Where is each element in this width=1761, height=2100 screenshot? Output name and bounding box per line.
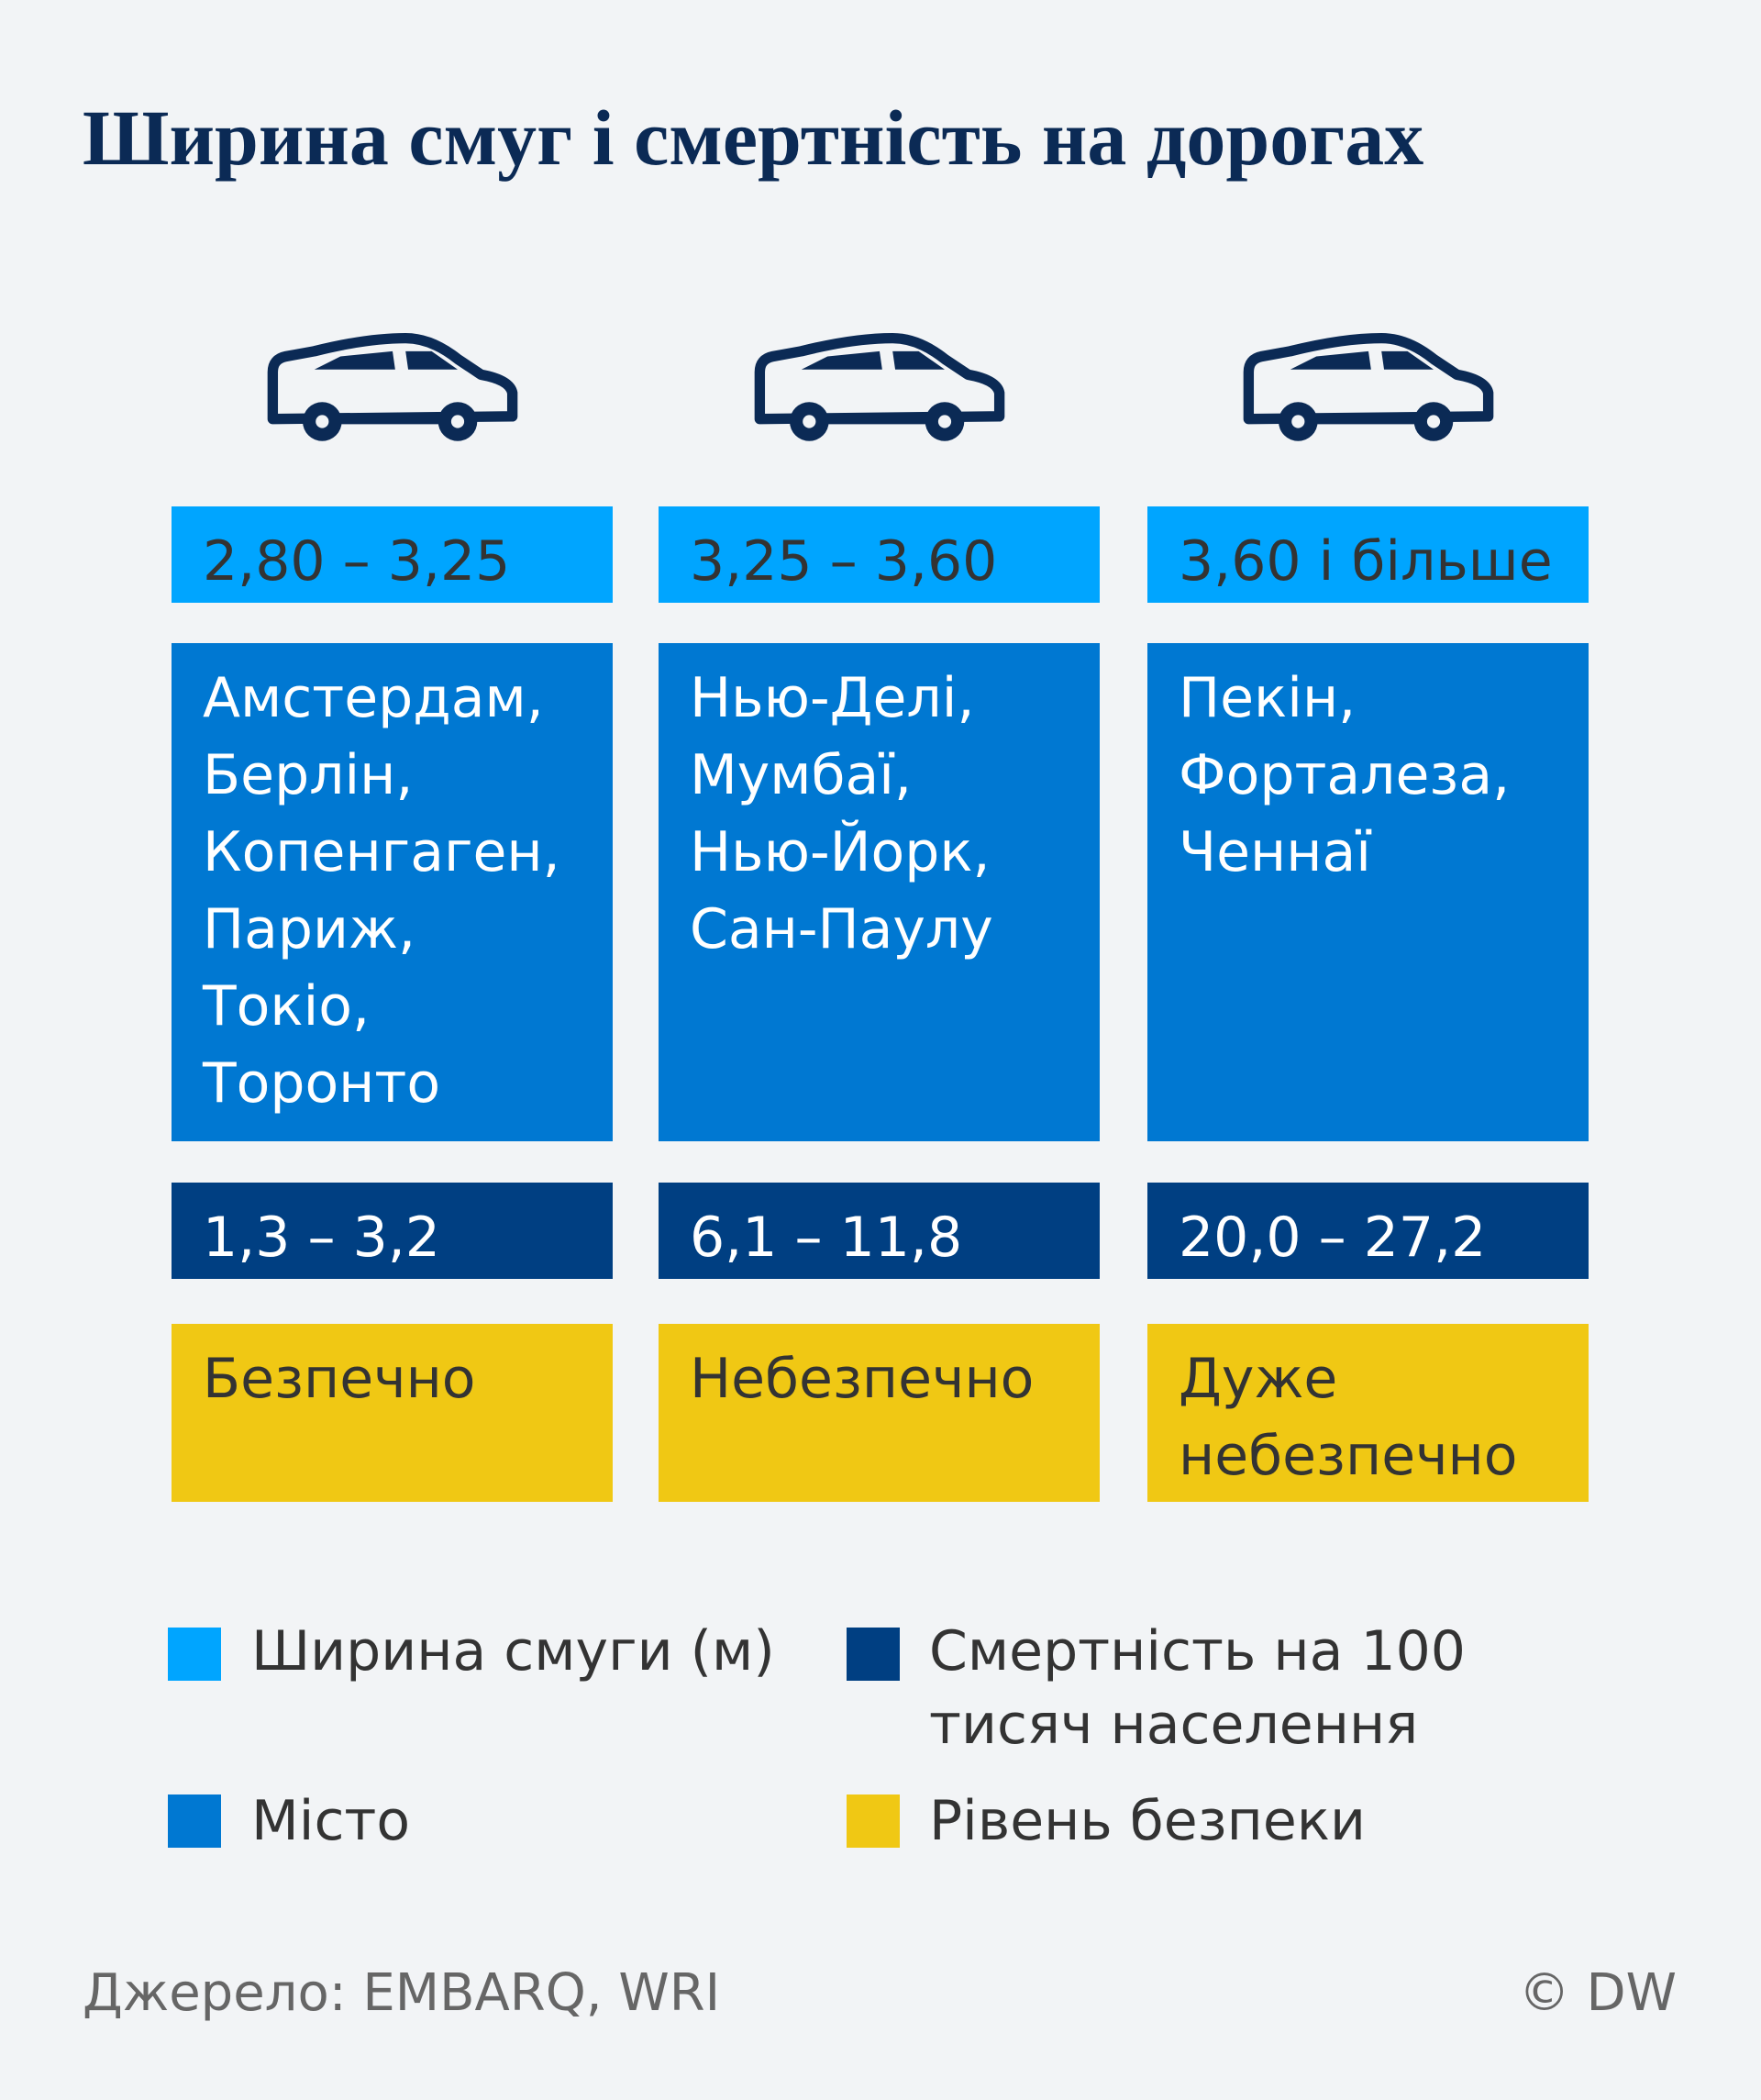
source: Джерело: EMBARQ, WRI <box>83 1963 721 2023</box>
safety-box: Дуже небезпечно <box>1147 1324 1589 1502</box>
city: Берлін, <box>203 743 414 807</box>
city: Сан-Паулу <box>690 897 993 961</box>
mortality-box: 6,1 – 11,8 <box>659 1183 1100 1279</box>
city: Амстердам, <box>203 666 544 730</box>
title: Ширина смуг і смертність на дорогах <box>83 94 1424 182</box>
city: Торонто <box>203 1051 441 1116</box>
city: Нью-Делі, <box>690 666 975 730</box>
mortality-box: 20,0 – 27,2 <box>1147 1183 1589 1279</box>
legend-label: Місто <box>251 1789 411 1853</box>
legend-swatch <box>168 1628 221 1681</box>
city-box: Пекін, Форталеза, Ченнаї <box>1147 643 1589 1141</box>
copyright: © DW <box>1518 1963 1677 2023</box>
lane-width-box: 2,80 – 3,25 <box>172 506 613 603</box>
city: Токіо, <box>203 974 371 1039</box>
lane-width-box: 3,60 і більше <box>1147 506 1589 603</box>
city: Копенгаген, <box>203 820 560 884</box>
legend-swatch <box>847 1628 900 1681</box>
car-icon <box>749 330 1010 448</box>
city: Мумбаї, <box>690 743 913 807</box>
city-box: Амстердам, Берлін, Копенгаген, Париж, Токіо,… <box>172 643 613 1141</box>
city-box: Нью-Делі, Мумбаї, Нью-Йорк, Сан-Паулу <box>659 643 1100 1141</box>
legend-swatch <box>847 1794 900 1848</box>
safety-box: Небезпечно <box>659 1324 1100 1502</box>
mortality-box: 1,3 – 3,2 <box>172 1183 613 1279</box>
city: Нью-Йорк, <box>690 820 991 884</box>
safety-box: Безпечно <box>172 1324 613 1502</box>
legend-swatch <box>168 1794 221 1848</box>
car-icon <box>262 330 523 448</box>
legend-label: Рівень безпеки <box>929 1789 1366 1853</box>
city: Пекін, <box>1179 666 1357 730</box>
city: Ченнаї <box>1179 820 1371 884</box>
lane-width-box: 3,25 – 3,60 <box>659 506 1100 603</box>
city: Париж, <box>203 897 416 961</box>
legend-label: Смертність на 100 тисяч населення <box>929 1619 1466 1757</box>
car-icon <box>1238 330 1499 448</box>
legend-label: Ширина смуги (м) <box>251 1619 775 1683</box>
city: Форталеза, <box>1179 743 1511 807</box>
